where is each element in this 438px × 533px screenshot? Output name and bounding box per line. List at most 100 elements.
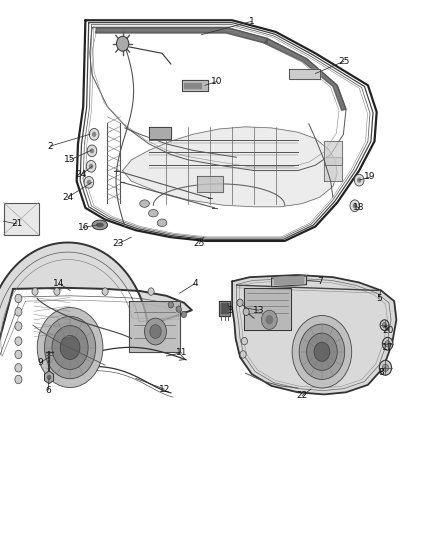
Polygon shape <box>0 243 192 372</box>
Circle shape <box>261 310 277 329</box>
Circle shape <box>54 288 60 295</box>
Circle shape <box>243 308 249 316</box>
Text: 15: 15 <box>64 156 76 164</box>
Text: 17: 17 <box>382 343 393 352</box>
Circle shape <box>350 200 360 212</box>
Polygon shape <box>219 301 230 316</box>
Circle shape <box>92 132 96 137</box>
Text: 13: 13 <box>253 306 264 314</box>
Circle shape <box>102 288 108 295</box>
Circle shape <box>382 364 389 372</box>
Circle shape <box>240 351 246 358</box>
Polygon shape <box>182 80 208 91</box>
Text: 8: 8 <box>378 368 384 376</box>
Text: 3: 3 <box>227 306 233 314</box>
Polygon shape <box>244 288 291 330</box>
Circle shape <box>380 320 389 330</box>
Circle shape <box>89 164 93 169</box>
Circle shape <box>47 375 51 380</box>
Text: 10: 10 <box>211 77 223 86</box>
Text: 23: 23 <box>113 239 124 248</box>
Circle shape <box>52 326 88 369</box>
Circle shape <box>181 311 187 318</box>
Circle shape <box>89 128 99 140</box>
Circle shape <box>237 299 243 306</box>
Polygon shape <box>275 277 304 285</box>
Circle shape <box>357 177 361 183</box>
Text: 25: 25 <box>194 239 205 248</box>
Circle shape <box>265 315 273 325</box>
Circle shape <box>15 375 22 384</box>
Circle shape <box>90 148 94 154</box>
Polygon shape <box>95 28 267 44</box>
Text: 4: 4 <box>192 279 198 288</box>
Text: 25: 25 <box>338 57 350 66</box>
Text: 6: 6 <box>45 386 51 394</box>
Text: 12: 12 <box>159 385 170 393</box>
Circle shape <box>84 176 94 188</box>
Ellipse shape <box>96 223 104 228</box>
Text: 14: 14 <box>53 279 65 288</box>
Polygon shape <box>221 303 228 313</box>
Text: 2: 2 <box>48 142 53 150</box>
Circle shape <box>292 316 352 388</box>
Circle shape <box>15 294 22 303</box>
Text: 18: 18 <box>353 204 365 212</box>
Circle shape <box>87 145 97 157</box>
Circle shape <box>37 308 103 387</box>
Text: 7: 7 <box>317 277 323 286</box>
Polygon shape <box>123 127 337 207</box>
Polygon shape <box>265 38 346 110</box>
Circle shape <box>86 160 96 172</box>
Ellipse shape <box>157 219 167 227</box>
Circle shape <box>382 322 387 328</box>
Text: 5: 5 <box>376 294 382 303</box>
Ellipse shape <box>148 209 158 217</box>
Polygon shape <box>149 127 171 139</box>
Polygon shape <box>197 176 223 192</box>
Circle shape <box>117 36 129 51</box>
Circle shape <box>307 333 337 370</box>
Polygon shape <box>232 275 396 394</box>
Text: 19: 19 <box>364 173 376 181</box>
Circle shape <box>241 337 247 345</box>
Circle shape <box>299 324 345 379</box>
Polygon shape <box>272 276 307 287</box>
Text: 16: 16 <box>78 223 89 232</box>
Polygon shape <box>129 301 180 352</box>
Circle shape <box>87 180 91 185</box>
Polygon shape <box>289 69 320 79</box>
Circle shape <box>15 308 22 316</box>
Circle shape <box>353 203 357 208</box>
Circle shape <box>385 341 390 347</box>
Circle shape <box>32 288 38 295</box>
Circle shape <box>145 318 166 345</box>
Circle shape <box>150 325 161 338</box>
Circle shape <box>314 342 330 361</box>
Circle shape <box>379 360 392 375</box>
Text: 24: 24 <box>75 171 87 179</box>
Circle shape <box>15 350 22 359</box>
Circle shape <box>382 337 393 350</box>
Circle shape <box>148 288 154 295</box>
Circle shape <box>15 337 22 345</box>
Polygon shape <box>324 157 342 181</box>
Text: 20: 20 <box>382 326 393 335</box>
Text: 24: 24 <box>62 193 74 201</box>
Text: 11: 11 <box>176 349 187 357</box>
Ellipse shape <box>92 220 108 230</box>
Polygon shape <box>324 141 342 165</box>
Circle shape <box>354 174 364 186</box>
Text: 21: 21 <box>11 220 22 228</box>
Text: 22: 22 <box>297 391 308 400</box>
Circle shape <box>45 317 95 378</box>
Circle shape <box>15 364 22 372</box>
Circle shape <box>168 302 173 308</box>
Ellipse shape <box>140 200 149 207</box>
Text: 9: 9 <box>38 358 44 367</box>
Text: 1: 1 <box>249 17 255 26</box>
Circle shape <box>176 306 181 312</box>
Polygon shape <box>184 83 201 88</box>
Circle shape <box>60 336 80 360</box>
Bar <box>4 203 39 235</box>
